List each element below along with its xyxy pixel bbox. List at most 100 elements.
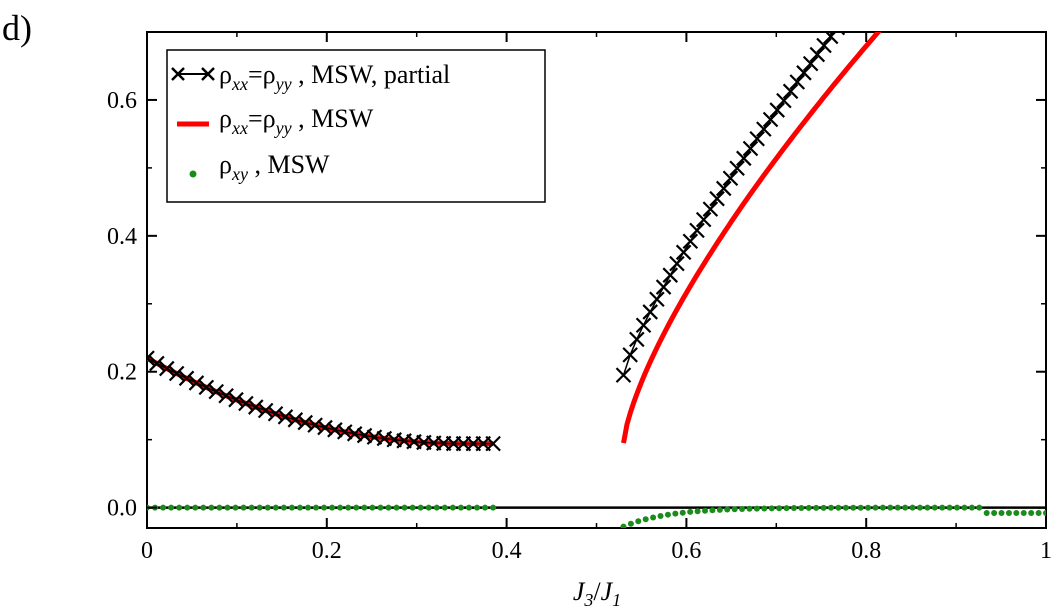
data-point-dot	[709, 507, 716, 514]
series-layer	[147, 3, 1046, 528]
data-point-x	[297, 414, 314, 431]
data-point-dot	[902, 504, 909, 511]
data-point-dot	[296, 504, 303, 511]
data-point-x	[208, 383, 225, 400]
data-point-x	[642, 304, 658, 320]
data-point-dot	[329, 504, 336, 511]
data-point-dot	[401, 504, 408, 511]
data-point-dot	[835, 504, 842, 511]
legend-swatch-xy-dot	[189, 170, 197, 178]
data-point-dot	[192, 504, 199, 511]
data-point-dot	[909, 504, 916, 511]
data-point-dot	[790, 505, 797, 512]
data-point-x	[307, 417, 323, 433]
data-point-x	[729, 160, 745, 177]
data-point-dot	[409, 504, 416, 511]
data-point-dot	[813, 504, 820, 511]
data-point-dot	[739, 505, 746, 512]
data-point-x	[147, 350, 155, 366]
data-point-x	[218, 387, 234, 404]
data-point-x	[776, 92, 792, 109]
data-point-dot	[345, 504, 352, 511]
x-axis-title: J3/J1	[573, 577, 621, 610]
data-point-x	[622, 347, 638, 363]
data-point-dot	[916, 504, 923, 511]
data-point-dot	[184, 504, 191, 511]
data-point-x	[159, 360, 175, 377]
data-point-x	[749, 130, 765, 147]
x-tick-label: 0.2	[312, 538, 342, 564]
data-point-x	[844, 3, 858, 17]
data-point-dot	[865, 504, 872, 511]
series-partial	[147, 3, 858, 452]
data-point-dot	[872, 504, 879, 511]
legend-swatch-partial-x2	[201, 67, 215, 81]
data-point-x	[715, 180, 732, 197]
data-point-dot	[627, 520, 634, 527]
y-tick-label: 0.6	[107, 88, 137, 114]
data-point-dot	[850, 504, 857, 511]
data-point-x	[782, 83, 799, 100]
data-point-dot	[1035, 510, 1042, 517]
data-point-x	[837, 12, 851, 26]
data-point-x	[287, 412, 304, 428]
legend-label-partial: ρxx=ρyy , MSW, partial	[219, 60, 450, 94]
data-point-x	[485, 435, 501, 452]
data-point-dot	[369, 504, 376, 511]
data-point-dot	[946, 504, 953, 511]
data-point-dot	[176, 504, 183, 511]
data-point-x	[649, 291, 665, 308]
data-point-x	[675, 244, 692, 261]
y-tick-label: 0.0	[107, 496, 137, 522]
data-point-dot	[393, 504, 400, 511]
data-point-dot	[820, 504, 827, 511]
data-point-dot	[805, 504, 812, 511]
data-point-dot	[288, 504, 295, 511]
data-point-dot	[313, 504, 320, 511]
data-point-dot	[731, 506, 738, 513]
data-point-x	[277, 409, 294, 425]
data-point-dot	[1020, 510, 1027, 517]
x-axis-title-main2: J	[601, 577, 614, 606]
data-point-dot	[337, 504, 344, 511]
legend-box	[166, 49, 546, 203]
legend-label-msw: ρxx=ρyy , MSW	[219, 104, 374, 138]
series-clip-group	[147, 3, 1046, 528]
data-point-dot	[894, 504, 901, 511]
x-tick-label: 0.6	[671, 538, 701, 564]
data-point-dot	[425, 504, 432, 511]
x-axis-ticks: 0 0.2 0.4 0.6 0.8 1	[141, 32, 1052, 564]
data-point-dot	[924, 504, 931, 511]
data-point-x	[178, 370, 195, 387]
x-tick-label: 0.4	[492, 538, 522, 564]
data-point-dot	[776, 505, 783, 512]
data-point-dot	[642, 516, 649, 523]
data-point-dot	[465, 504, 472, 511]
data-point-dot	[746, 505, 753, 512]
data-point-x	[655, 279, 672, 295]
data-point-dot	[991, 510, 998, 517]
data-point-dot	[828, 504, 835, 511]
data-point-dot	[664, 511, 671, 518]
data-point-x	[769, 102, 785, 118]
data-point-dot	[248, 504, 255, 511]
data-point-dot	[1043, 510, 1046, 517]
series-xy	[147, 504, 1046, 528]
data-point-dot	[272, 504, 279, 511]
data-point-dot	[417, 504, 424, 511]
data-point-dot	[968, 504, 975, 511]
data-point-dot	[702, 507, 709, 514]
data-point-dot	[240, 504, 247, 511]
data-point-dot	[694, 508, 701, 515]
data-point-dot	[256, 504, 263, 511]
data-point-x	[702, 201, 719, 217]
data-point-dot	[672, 510, 679, 517]
y-axis-ticks: 0.0 0.2 0.4 0.6	[107, 88, 1046, 522]
data-point-x	[248, 399, 264, 415]
data-point-x	[669, 255, 685, 272]
data-point-dot	[798, 504, 805, 511]
data-point-x	[722, 170, 739, 187]
data-point-x	[149, 355, 165, 372]
data-point-x	[829, 32, 846, 36]
legend-label-xy: ρxy , MSW	[219, 150, 330, 184]
